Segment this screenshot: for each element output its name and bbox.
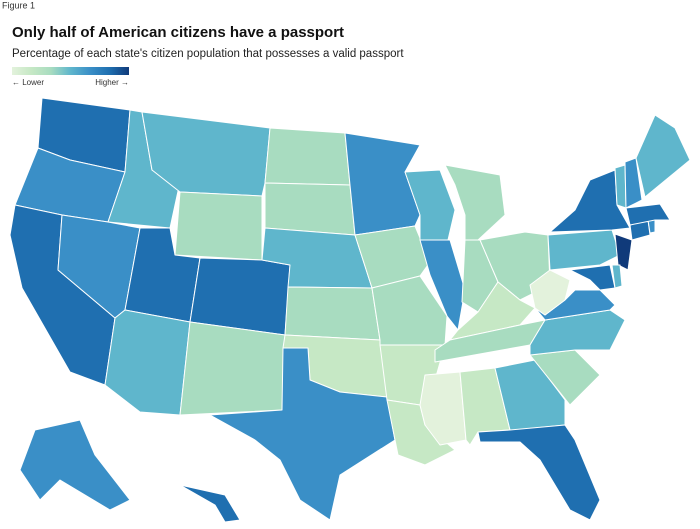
- state: [19, 419, 131, 511]
- state: [635, 114, 691, 198]
- state: [614, 233, 633, 271]
- state: [264, 127, 351, 186]
- state: [569, 264, 616, 291]
- state: [625, 203, 671, 226]
- state: [209, 347, 396, 521]
- state: [614, 164, 627, 209]
- title: Only half of American citizens have a pa…: [12, 24, 344, 41]
- state: [179, 484, 241, 523]
- state: [354, 225, 431, 289]
- legend-bar: [12, 67, 129, 75]
- state: [477, 424, 601, 521]
- state: [264, 182, 356, 236]
- state: [444, 164, 506, 241]
- state: [189, 257, 291, 336]
- state: [624, 157, 643, 209]
- map: [9, 97, 691, 523]
- figure-label: Figure 1: [2, 0, 35, 10]
- state: [547, 229, 621, 271]
- state: [104, 309, 191, 416]
- legend-high: Higher →: [95, 78, 129, 87]
- subtitle: Percentage of each state's citizen popul…: [12, 48, 404, 60]
- legend-low: ← Lower: [12, 78, 44, 87]
- state: [611, 264, 623, 289]
- state: [174, 191, 263, 261]
- state: [179, 321, 286, 416]
- state: [344, 132, 421, 236]
- state: [284, 286, 381, 341]
